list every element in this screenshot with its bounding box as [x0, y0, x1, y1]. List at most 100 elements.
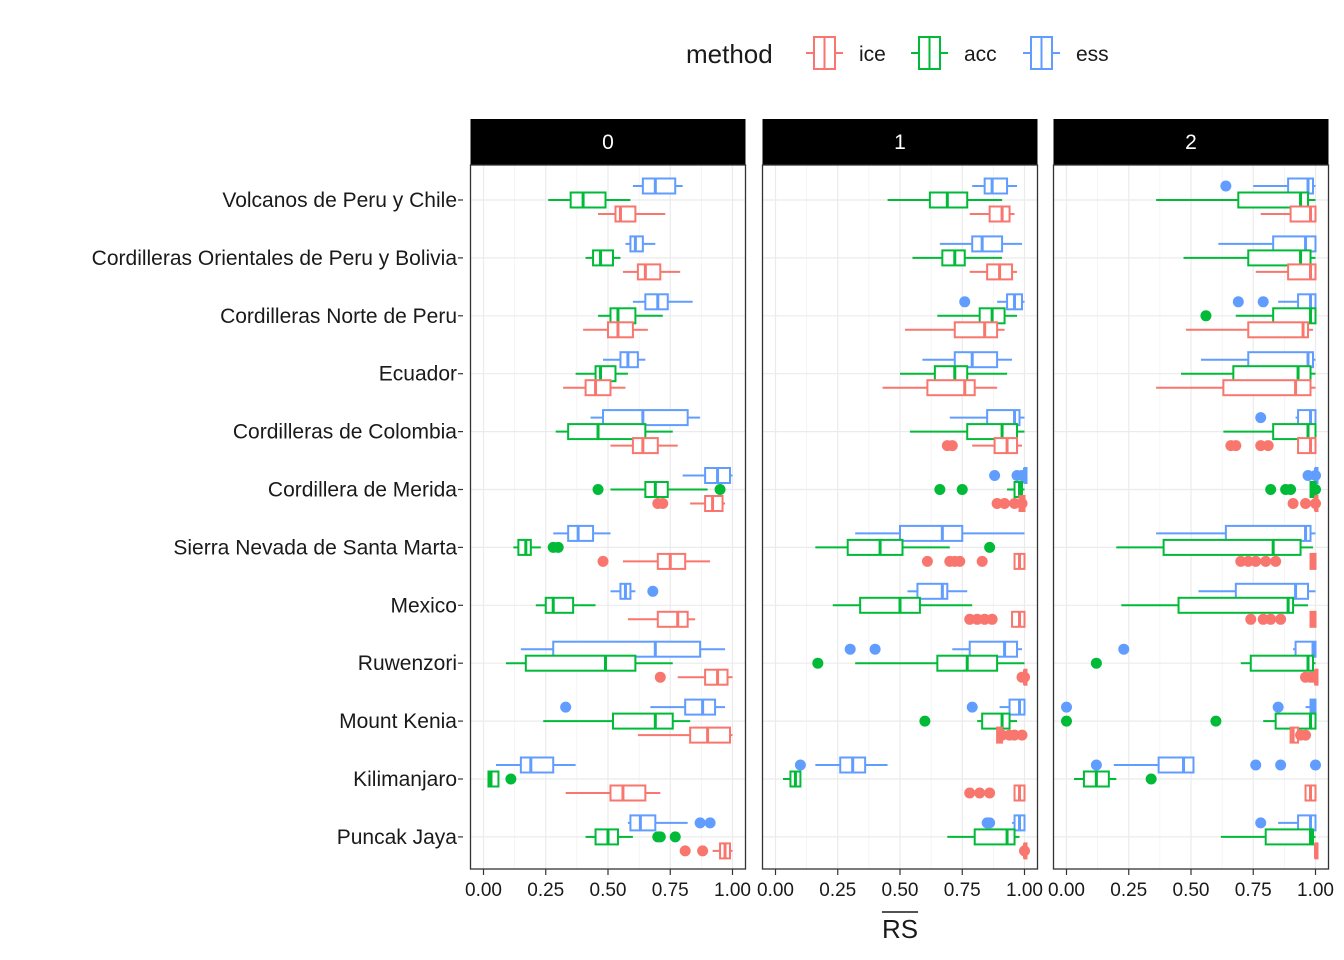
outlier-point — [1145, 773, 1157, 785]
outlier-point — [812, 657, 824, 669]
outlier-point — [869, 643, 881, 655]
box-ice — [1304, 784, 1317, 802]
box-ice — [652, 495, 726, 512]
box-ess — [1218, 235, 1317, 253]
outlier-point — [1200, 310, 1212, 322]
box-iqr — [1264, 828, 1315, 846]
x-tick-label: 0.50 — [882, 880, 919, 901]
outlier-point — [679, 845, 691, 857]
box-acc — [909, 423, 1025, 441]
box-acc — [912, 249, 1003, 267]
box-ice — [1225, 437, 1317, 455]
box-iqr — [926, 379, 976, 397]
box-acc — [1181, 365, 1316, 383]
outlier-point — [984, 787, 996, 799]
box-iqr — [611, 712, 674, 730]
outlier-point — [597, 555, 609, 567]
facet-panel-2: 2 — [1052, 119, 1330, 870]
box-ice — [583, 321, 648, 339]
box-iqr — [899, 524, 964, 542]
outlier-point — [697, 845, 709, 857]
box-iqr — [1247, 249, 1312, 267]
box-ice — [679, 842, 733, 860]
outlier-point — [1272, 701, 1284, 713]
box-ice — [565, 784, 661, 802]
box-iqr — [487, 770, 500, 788]
outlier-point — [1019, 845, 1030, 857]
x-axis-facet-1: 0.00 0.25 0.50 0.75 1.00 — [757, 869, 1043, 901]
box-ess — [959, 293, 1025, 311]
box-iqr — [631, 437, 659, 455]
legend: method ice acc ess — [686, 36, 1109, 70]
box-ess — [949, 409, 1025, 427]
outlier-point — [1210, 715, 1222, 727]
box-iqr — [1157, 756, 1195, 774]
box-iqr — [567, 524, 595, 542]
box-ice — [637, 726, 733, 744]
outlier-point — [959, 296, 971, 308]
outlier-point — [946, 440, 958, 452]
box-acc — [934, 481, 1025, 498]
outlier-point — [1250, 555, 1262, 567]
outlier-point — [1300, 498, 1312, 509]
x-tick-label: 0.25 — [1110, 880, 1147, 901]
x-tick-label: 0.00 — [1048, 880, 1085, 901]
category-label: Sierra Nevada de Santa Marta — [173, 536, 457, 559]
facet-panel-0: 0 — [469, 119, 747, 870]
box-acc — [535, 596, 596, 614]
outlier-point — [1061, 701, 1072, 713]
x-axes: 0.00 0.25 0.50 0.75 1.00 0.00 0.25 0.50 0.75 1.00… — [465, 869, 1334, 901]
box-iqr — [656, 610, 689, 628]
box-ice — [969, 263, 1018, 281]
box-iqr — [1224, 524, 1312, 542]
box-ice — [996, 726, 1028, 744]
box-iqr — [1287, 263, 1317, 281]
box-iqr — [916, 582, 949, 600]
box-ice — [1260, 205, 1317, 223]
x-tick-label: 0.25 — [527, 880, 564, 901]
x-tick-label: 0.00 — [465, 880, 502, 901]
category-label: Cordilleras Norte de Peru — [220, 305, 457, 328]
box-iqr — [592, 249, 614, 267]
box-ice — [964, 784, 1026, 802]
outlier-point — [1275, 613, 1287, 625]
box-ice — [1314, 842, 1319, 860]
outlier-point — [989, 470, 1001, 481]
box-acc — [585, 249, 621, 267]
box-iqr — [1234, 582, 1310, 600]
outlier-point — [1285, 484, 1297, 495]
box-ice — [991, 495, 1028, 512]
outlier-point — [966, 701, 978, 713]
box-iqr — [973, 828, 1016, 846]
outlier-point — [1287, 498, 1299, 509]
box-ess — [939, 235, 1023, 253]
x-tick-label: 1.00 — [1297, 880, 1334, 901]
box-iqr — [968, 640, 1019, 658]
outlier-point — [1019, 671, 1030, 683]
box-acc — [1156, 191, 1316, 209]
box-ess — [844, 640, 1023, 658]
box-ess — [1090, 756, 1321, 774]
legend-key-acc: acc — [911, 36, 997, 70]
outlier-point — [560, 701, 572, 713]
box-iqr — [1249, 654, 1315, 672]
box-ice — [627, 610, 696, 628]
facet-strip — [1053, 119, 1329, 165]
box-acc — [1265, 481, 1321, 498]
x-tick-label: 0.75 — [944, 880, 981, 901]
box-acc — [947, 828, 1020, 846]
box-acc — [555, 423, 673, 441]
outlier-point — [657, 498, 669, 509]
box-acc — [1220, 828, 1316, 846]
box-ess — [632, 293, 693, 311]
box-iqr — [966, 423, 1019, 441]
category-label: Cordilleras Orientales de Peru y Bolivia — [92, 247, 458, 270]
outlier-point — [592, 484, 604, 495]
box-iqr — [1237, 191, 1310, 209]
outlier-point — [984, 817, 996, 829]
box-iqr — [607, 321, 634, 339]
x-axis-facet-2: 0.00 0.25 0.50 0.75 1.00 — [1048, 869, 1334, 901]
outlier-point — [552, 541, 564, 553]
x-tick-label: 1.00 — [1006, 880, 1043, 901]
outlier-point — [964, 787, 976, 799]
